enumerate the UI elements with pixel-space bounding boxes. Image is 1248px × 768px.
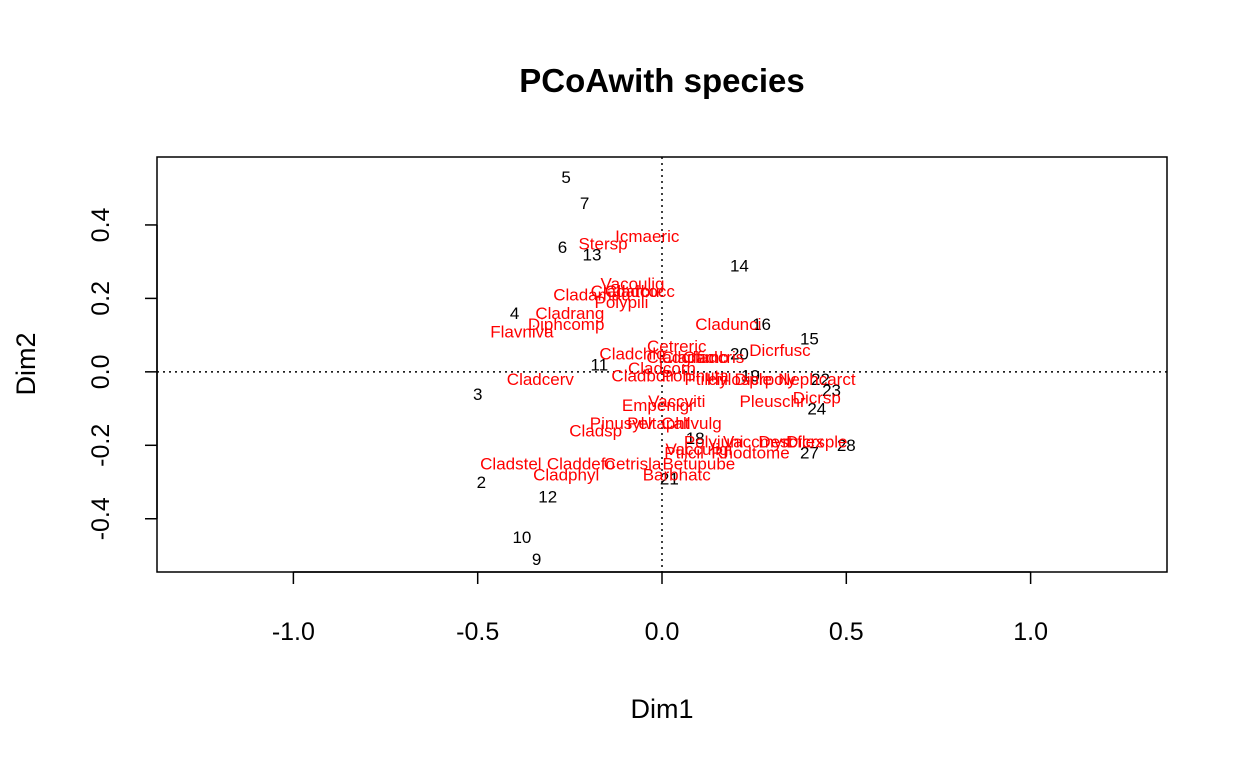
site-label: 24 [807,400,826,419]
species-label: Polyjuni [684,433,744,452]
species-label: Barbhatc [643,466,712,485]
species-labels: IcmaericSterspVacouligCladamauCladarbuCl… [480,227,856,485]
species-label: Vaccviti [648,392,705,411]
species-label: Vaccmyrt [723,433,793,452]
x-tick-label: 0.5 [829,618,864,646]
species-label: Dicrsp [793,389,841,408]
species-label: Stersp [578,234,627,253]
species-label: Hylosple [707,370,772,389]
species-label: Callvulg [661,414,721,433]
x-axis-label: Dim1 [630,694,693,724]
site-label: 28 [837,436,856,455]
site-label: 6 [558,238,567,257]
y-tick-label: 0.2 [87,281,115,316]
site-label: 5 [561,168,570,187]
y-tick-label: -0.4 [87,497,115,540]
species-label: Vacculigi [665,440,732,459]
y-axis: -0.4 -0.2 0.0 0.2 0.4 [87,207,158,540]
site-label: 4 [510,304,519,323]
species-label: Polypili [595,293,649,312]
site-label: 15 [800,330,819,349]
species-label: Cladamau [553,286,631,305]
species-label: Flavniva [490,322,554,341]
species-label: Ptilcili [685,370,728,389]
species-label: Pohlnuta [662,366,730,385]
y-axis-label: Dim2 [11,332,41,395]
species-label: Cetreric [647,337,707,356]
species-label: Cladgrac [646,348,715,367]
species-label: Diphcomp [528,315,605,334]
site-label: 9 [532,550,541,569]
site-label: 22 [811,370,830,389]
species-label: Icmaeric [615,227,680,246]
species-label: Rhodtome [711,444,789,463]
y-tick-label: -0.2 [87,424,115,467]
site-label: 20 [730,344,749,363]
species-label: Cladcocc [605,282,675,301]
y-tick-label: 0.0 [87,354,115,389]
species-label: Cladchlo [599,344,665,363]
site-label: 16 [752,315,771,334]
species-label: Claddefo [547,455,615,474]
x-axis: -1.0 -0.5 0.0 0.5 1.0 [272,571,1048,646]
species-label: Betupube [662,455,735,474]
species-label: Nephcarct [778,370,856,389]
species-label: Descflex [758,433,824,452]
site-label: 12 [538,488,557,507]
site-label: 7 [580,194,589,213]
species-label: Cetrisla [604,455,662,474]
species-label: Cladsp [569,422,622,441]
species-label: Cladcorn [628,359,696,378]
species-label: Vacoulig [601,275,665,294]
x-tick-label: 1.0 [1013,618,1048,646]
site-label: 10 [512,528,531,547]
site-label: 23 [822,381,841,400]
x-tick-label: 0.0 [645,618,680,646]
species-label: Cladphyl [533,466,599,485]
species-label: Peltapht [627,414,690,433]
x-tick-label: -1.0 [272,618,315,646]
species-label: Cladcris [683,348,744,367]
site-label: 2 [477,473,486,492]
species-label: Cladfimb [662,348,729,367]
species-label: Ptilcil [664,444,704,463]
species-label: Cladrang [535,304,604,323]
x-tick-label: -0.5 [456,618,499,646]
species-label: Cladbotr [611,366,676,385]
species-label: Empenigr [622,396,695,415]
chart-title: PCoAwith species [519,62,804,99]
species-label: Pinusylv [590,414,654,433]
species-label: Dicrsple [786,433,847,452]
site-label: 13 [583,245,602,264]
site-label: 21 [660,469,679,488]
species-label: Cladstel [480,455,541,474]
site-label: 14 [730,256,749,275]
species-label: Cladcerv [507,370,575,389]
site-label: 11 [591,355,609,374]
species-label: Cladarbu [591,282,660,301]
species-label: Dicrpoly [735,370,797,389]
site-label: 18 [686,429,705,448]
species-label: Pleuschr [740,392,806,411]
species-label: Dicrfusc [749,341,811,360]
species-label: Cladunci [695,315,761,334]
site-label: 27 [800,444,819,463]
site-label: 19 [741,366,760,385]
y-tick-label: 0.4 [87,207,115,242]
site-label: 3 [473,385,482,404]
